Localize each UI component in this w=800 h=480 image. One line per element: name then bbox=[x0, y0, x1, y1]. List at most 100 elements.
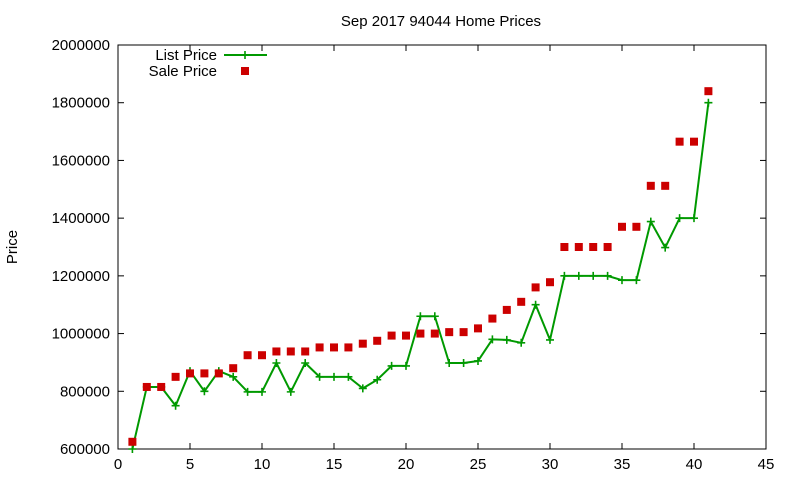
y-tick-label: 1600000 bbox=[52, 152, 110, 169]
data-point-sale-price bbox=[200, 369, 209, 378]
series-layer bbox=[128, 87, 713, 453]
data-point-list-price bbox=[373, 375, 382, 384]
data-point-list-price bbox=[358, 384, 367, 393]
data-point-list-price bbox=[574, 271, 583, 280]
data-point-sale-price bbox=[646, 181, 655, 190]
legend-label-list-price: List Price bbox=[155, 47, 217, 64]
series-sale-price bbox=[128, 87, 713, 446]
x-tick-label: 40 bbox=[686, 456, 703, 473]
data-point-sale-price bbox=[603, 243, 612, 251]
data-point-list-price bbox=[430, 312, 439, 321]
x-tick-label: 35 bbox=[614, 456, 631, 473]
data-point-sale-price bbox=[186, 369, 194, 378]
data-point-list-price bbox=[243, 387, 252, 396]
data-point-sale-price bbox=[632, 222, 641, 231]
data-point-sale-price bbox=[574, 243, 583, 251]
data-point-sale-price bbox=[589, 243, 598, 251]
data-point-list-price bbox=[603, 271, 612, 280]
data-point-list-price bbox=[128, 445, 137, 453]
y-tick-label: 2000000 bbox=[52, 37, 110, 54]
data-point-sale-price bbox=[531, 283, 540, 292]
data-point-sale-price bbox=[171, 372, 180, 381]
data-point-list-price bbox=[517, 338, 526, 347]
data-point-sale-price bbox=[675, 137, 684, 146]
data-point-list-price bbox=[632, 276, 641, 285]
x-tick-label: 45 bbox=[758, 456, 775, 473]
data-point-sale-price bbox=[128, 437, 137, 446]
y-axis: 600000 800000 1000000 1200000 1400000 1600000… bbox=[52, 37, 766, 458]
data-point-sale-price bbox=[488, 314, 497, 323]
data-point-list-price bbox=[459, 359, 468, 368]
data-point-sale-price bbox=[502, 305, 511, 314]
x-tick-label: 5 bbox=[186, 456, 194, 473]
plot-frame bbox=[117, 44, 767, 450]
data-point-list-price bbox=[704, 98, 713, 107]
data-point-list-price bbox=[560, 271, 569, 280]
data-point-list-price bbox=[546, 335, 554, 344]
data-point-sale-price bbox=[416, 329, 425, 338]
data-point-sale-price bbox=[272, 347, 281, 356]
x-tick-label: 0 bbox=[114, 456, 122, 473]
data-point-sale-price bbox=[229, 364, 238, 373]
data-point-list-price bbox=[502, 335, 511, 344]
data-point-list-price bbox=[646, 217, 655, 226]
data-point-sale-price bbox=[243, 351, 252, 360]
data-point-sale-price bbox=[142, 382, 151, 391]
data-point-list-price bbox=[330, 372, 338, 381]
data-point-sale-price bbox=[214, 369, 223, 378]
data-point-list-price bbox=[315, 372, 324, 381]
data-point-list-price bbox=[387, 361, 396, 370]
data-point-list-price bbox=[618, 276, 626, 285]
data-point-sale-price bbox=[690, 137, 698, 146]
data-point-list-price bbox=[229, 372, 238, 381]
data-point-list-price bbox=[286, 387, 295, 396]
chart-title: Sep 2017 94044 Home Prices bbox=[341, 13, 541, 30]
data-point-sale-price bbox=[618, 222, 626, 231]
series-line-list-price bbox=[131, 102, 710, 450]
y-tick-label: 1400000 bbox=[52, 210, 110, 227]
data-point-list-price bbox=[531, 300, 540, 309]
data-point-list-price bbox=[344, 372, 353, 381]
data-point-sale-price bbox=[358, 339, 367, 348]
legend-label-sale-price: Sale Price bbox=[149, 63, 217, 80]
x-tick-label: 30 bbox=[542, 456, 559, 473]
data-point-sale-price bbox=[373, 336, 382, 345]
data-point-sale-price bbox=[330, 343, 338, 352]
y-tick-label: 800000 bbox=[60, 383, 110, 400]
data-point-sale-price bbox=[387, 331, 396, 340]
data-point-list-price bbox=[416, 312, 425, 321]
legend-marker-list-price bbox=[241, 51, 249, 59]
data-point-list-price bbox=[272, 359, 281, 368]
data-point-list-price bbox=[690, 214, 698, 223]
data-point-sale-price bbox=[344, 343, 353, 352]
y-tick-label: 600000 bbox=[60, 441, 110, 458]
x-tick-label: 10 bbox=[254, 456, 271, 473]
data-point-sale-price bbox=[546, 278, 554, 287]
data-point-list-price bbox=[301, 359, 310, 368]
data-point-list-price bbox=[445, 359, 454, 368]
y-axis-label: Price bbox=[4, 230, 21, 264]
y-tick-label: 1000000 bbox=[52, 326, 110, 343]
data-point-list-price bbox=[258, 387, 266, 396]
data-point-sale-price bbox=[301, 347, 310, 356]
data-point-sale-price bbox=[402, 331, 410, 340]
x-tick-label: 20 bbox=[398, 456, 415, 473]
data-point-sale-price bbox=[430, 329, 439, 338]
data-point-sale-price bbox=[474, 324, 482, 333]
y-tick-label: 1200000 bbox=[52, 268, 110, 285]
data-point-list-price bbox=[661, 243, 670, 252]
data-point-list-price bbox=[589, 271, 598, 280]
data-point-list-price bbox=[171, 401, 180, 410]
x-tick-label: 25 bbox=[470, 456, 487, 473]
data-point-sale-price bbox=[560, 243, 569, 251]
data-point-sale-price bbox=[517, 297, 526, 306]
data-point-list-price bbox=[488, 335, 497, 344]
legend-marker-sale-price bbox=[241, 67, 249, 75]
data-point-sale-price bbox=[286, 347, 295, 356]
data-point-sale-price bbox=[704, 87, 713, 96]
data-point-list-price bbox=[402, 361, 410, 370]
series-list-price bbox=[128, 98, 713, 453]
data-point-sale-price bbox=[157, 382, 166, 391]
y-tick-label: 1800000 bbox=[52, 95, 110, 112]
